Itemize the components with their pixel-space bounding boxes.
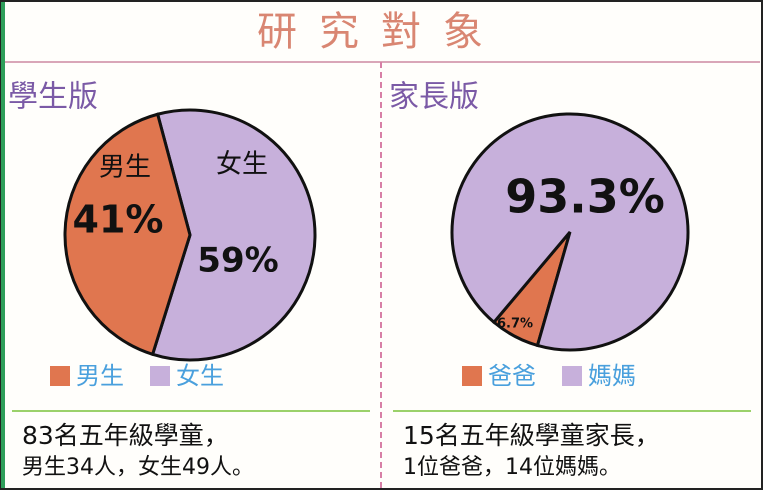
- legend-label: 媽媽: [588, 362, 636, 390]
- panel-title: 家長版: [389, 80, 479, 115]
- slice-category: 男生: [99, 153, 151, 183]
- caption: 83名五年級學童，: [22, 421, 229, 450]
- slice-value-label: 59%: [197, 241, 278, 281]
- slice-value-label: 93.3%: [505, 170, 665, 224]
- legend-swatch: [150, 366, 170, 386]
- legend-label: 女生: [176, 362, 224, 390]
- legend-swatch: [462, 366, 482, 386]
- legend-swatch: [562, 366, 582, 386]
- legend-swatch: [50, 366, 70, 386]
- pie-slice: [63, 112, 192, 357]
- caption: 15名五年級學童家長，: [403, 421, 660, 450]
- caption: 男生34人，女生49人。: [22, 455, 254, 480]
- slice-value-label: 41%: [73, 198, 164, 242]
- pie-slice: [150, 108, 317, 362]
- legend-label: 爸爸: [488, 362, 536, 390]
- legend-label: 男生: [76, 362, 124, 390]
- caption: 1位爸爸，14位媽媽。: [403, 455, 621, 480]
- poster-title: 研究對象: [257, 9, 505, 55]
- pie-slice: [450, 112, 690, 352]
- slice-value-label: 6.7%: [497, 317, 533, 332]
- panel-title: 學生版: [8, 80, 98, 115]
- slice-category: 女生: [216, 150, 268, 180]
